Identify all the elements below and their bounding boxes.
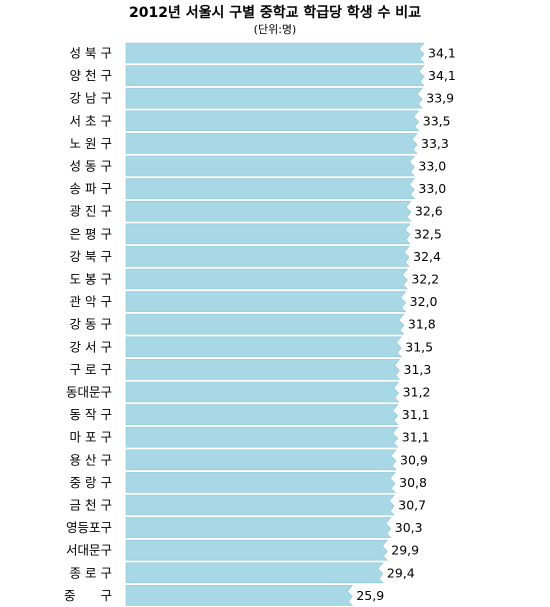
- bar: [125, 585, 354, 606]
- category-label: 관 악 구: [70, 294, 112, 309]
- category-label: 송 파 구: [70, 181, 112, 196]
- bar: [125, 291, 407, 312]
- value-label: 32,2: [411, 272, 439, 287]
- bar: [125, 426, 399, 448]
- category-label: 영등포구: [66, 520, 112, 535]
- bar: [125, 155, 416, 177]
- bar: [125, 359, 401, 380]
- category-label: 은 평 구: [70, 226, 112, 241]
- category-label: 중 랑 구: [70, 475, 112, 490]
- value-label: 32,6: [415, 204, 443, 219]
- bar: [125, 246, 410, 267]
- category-label: 도 봉 구: [70, 272, 112, 287]
- value-label: 32,5: [414, 226, 442, 241]
- value-label: 30,8: [399, 475, 427, 490]
- bar: [125, 65, 425, 86]
- category-label: 성 북 구: [70, 46, 112, 61]
- bar: [125, 110, 420, 132]
- value-label: 33,3: [421, 136, 449, 151]
- bar: [125, 133, 418, 154]
- bar: [125, 539, 389, 561]
- bar: [125, 268, 409, 290]
- bar: [125, 472, 396, 493]
- bar: [125, 87, 423, 109]
- category-label: 강 서 구: [70, 339, 112, 354]
- chart-title: 2012년 서울시 구별 중학교 학급당 학생 수 비교: [128, 5, 422, 21]
- value-label: 29,4: [387, 565, 415, 580]
- value-label: 32,0: [410, 294, 438, 309]
- category-label: 용 산 구: [70, 452, 112, 467]
- value-label: 29,9: [391, 543, 419, 558]
- category-label: 강 동 구: [70, 317, 112, 332]
- value-label: 34,1: [428, 68, 456, 83]
- value-label: 31,2: [403, 385, 431, 400]
- category-label: 양 천 구: [70, 68, 112, 83]
- value-label: 30,3: [395, 520, 423, 535]
- category-label: 광 진 구: [70, 204, 112, 219]
- category-label: 중 구: [64, 588, 112, 603]
- bar: [125, 313, 405, 335]
- category-label: 금 천 구: [70, 498, 112, 513]
- value-label: 30,9: [400, 452, 428, 467]
- bar: [125, 404, 399, 425]
- bar: [125, 42, 425, 64]
- category-label: 성 동 구: [70, 159, 112, 174]
- category-label: 강 남 구: [70, 91, 112, 106]
- value-label: 33,5: [423, 113, 451, 128]
- category-label: 마 포 구: [70, 430, 112, 445]
- bar: [125, 178, 416, 199]
- value-label: 33,0: [418, 181, 446, 196]
- category-label: 강 북 구: [70, 249, 112, 264]
- category-label: 구 로 구: [70, 362, 112, 377]
- bar: [125, 223, 411, 245]
- value-label: 30,7: [398, 498, 426, 513]
- category-label: 동 작 구: [70, 407, 112, 422]
- bar: [125, 336, 403, 358]
- bar: [125, 562, 384, 584]
- value-label: 31,1: [402, 430, 430, 445]
- bar: [125, 494, 396, 516]
- value-label: 31,8: [408, 317, 436, 332]
- bar: [125, 381, 400, 403]
- category-label: 노 원 구: [70, 136, 112, 151]
- chart-unit: (단위:명): [253, 23, 297, 36]
- bar: [125, 449, 397, 471]
- bar: [125, 200, 412, 222]
- value-label: 25,9: [356, 588, 384, 603]
- value-label: 32,4: [413, 249, 441, 264]
- category-label: 서 초 구: [70, 113, 112, 128]
- value-label: 31,3: [404, 362, 432, 377]
- bar: [125, 517, 392, 538]
- value-label: 33,9: [426, 91, 454, 106]
- category-label: 동대문구: [66, 385, 112, 400]
- value-label: 34,1: [428, 46, 456, 61]
- value-label: 31,5: [405, 339, 433, 354]
- value-label: 33,0: [418, 159, 446, 174]
- category-label: 서대문구: [66, 543, 112, 558]
- value-label: 31,1: [402, 407, 430, 422]
- category-label: 종 로 구: [70, 565, 112, 580]
